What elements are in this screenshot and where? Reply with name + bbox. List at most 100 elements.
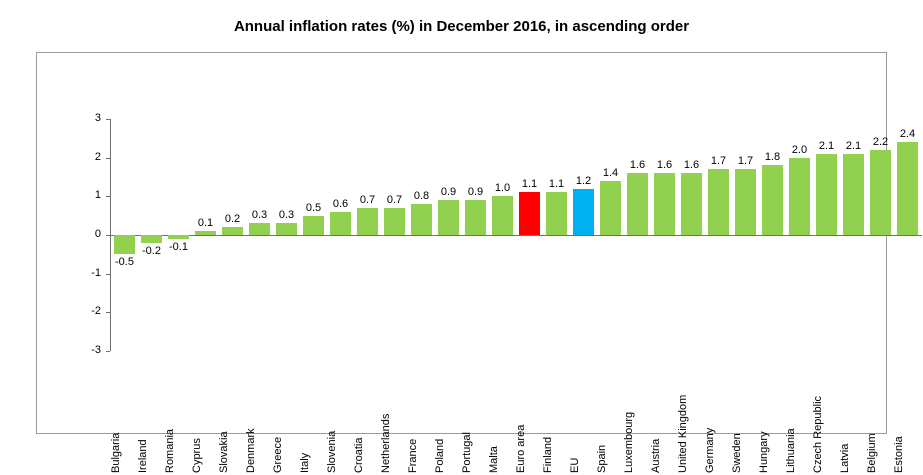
category-label: Greece — [272, 436, 284, 473]
category-label: Italy — [299, 452, 311, 473]
bar-slot: 0.2 — [219, 119, 246, 351]
bar-slot: -0.1 — [165, 119, 192, 351]
bar-value-label: 2.0 — [791, 143, 808, 156]
bar-value-label: 1.0 — [494, 182, 511, 195]
bar-slot: 1.6 — [678, 119, 705, 351]
y-axis-tick-label: 0 — [94, 228, 101, 240]
y-axis-tick-label: 2 — [94, 150, 101, 163]
bar — [492, 196, 513, 235]
bar — [546, 192, 567, 235]
bar — [276, 223, 297, 235]
y-axis-tick-mark — [106, 157, 110, 159]
bar-value-label: 2.4 — [899, 128, 916, 141]
bar — [195, 231, 216, 235]
category-label: Czech Republic — [812, 395, 824, 473]
bar-slot: 1.7 — [705, 119, 732, 351]
bar-slot: 0.8 — [408, 119, 435, 351]
bar — [762, 165, 783, 235]
bar-value-label: 1.1 — [548, 178, 565, 191]
category-label: Austria — [650, 438, 662, 473]
bar-value-label: 0.9 — [440, 186, 457, 199]
category-label: Sweden — [731, 433, 743, 473]
bar — [816, 153, 837, 235]
bar-slot: 2.0 — [786, 119, 813, 351]
bar-value-label: 0.7 — [386, 193, 403, 206]
bar — [411, 204, 432, 235]
bar — [249, 223, 270, 235]
bar-slot: 1.7 — [732, 119, 759, 351]
category-label: EU — [569, 457, 581, 473]
bar — [897, 142, 918, 235]
y-axis-tick-label: 1 — [94, 189, 101, 202]
bar — [168, 235, 189, 239]
chart-title: Annual inflation rates (%) in December 2… — [233, 18, 690, 35]
bar-value-label: 0.7 — [359, 193, 376, 206]
bar-value-label: 0.6 — [332, 197, 349, 210]
y-axis-tick-mark — [106, 312, 110, 314]
category-label: Romania — [164, 428, 176, 473]
category-label: Spain — [596, 444, 608, 473]
bar-slot: 0.7 — [381, 119, 408, 351]
bar — [141, 235, 162, 243]
bar — [789, 157, 810, 235]
bar-slot: 2.1 — [813, 119, 840, 351]
bar-value-label: -0.1 — [169, 240, 188, 253]
category-label: Netherlands — [380, 413, 392, 473]
bar-slot: 0.5 — [300, 119, 327, 351]
bar-slot: 1.4 — [597, 119, 624, 351]
bar — [573, 188, 594, 235]
bar-value-label: 1.4 — [602, 166, 619, 179]
category-label: France — [407, 438, 419, 473]
y-axis-tick-label: -1 — [91, 266, 101, 279]
bar-value-label: 0.3 — [278, 209, 295, 222]
bar — [330, 211, 351, 235]
category-label: Croatia — [353, 437, 365, 473]
category-label: Lithuania — [785, 428, 797, 473]
bar-slot: 0.7 — [354, 119, 381, 351]
bar-slot: 0.3 — [246, 119, 273, 351]
category-label: Poland — [434, 438, 446, 473]
bar-slot: -0.2 — [138, 119, 165, 351]
bar-slot: 1.6 — [624, 119, 651, 351]
bar-slot: 1.1 — [516, 119, 543, 351]
bar-slot: 0.9 — [462, 119, 489, 351]
category-label: Cyprus — [191, 438, 203, 473]
bar-slot: 2.4 — [894, 119, 921, 351]
category-label: Portugal — [461, 432, 473, 473]
bar — [465, 200, 486, 235]
bar — [870, 149, 891, 235]
bar-slot: 2.2 — [867, 119, 894, 351]
bar-slot: -0.5 — [111, 119, 138, 351]
bar-slot: 1.0 — [489, 119, 516, 351]
category-label: Latvia — [839, 443, 851, 473]
bar — [843, 153, 864, 235]
bar-slot: 0.3 — [273, 119, 300, 351]
bar-value-label: 2.1 — [818, 139, 835, 152]
zero-baseline — [110, 235, 922, 236]
bar — [114, 235, 135, 255]
bar — [357, 207, 378, 235]
y-axis-tick-label: 3 — [94, 112, 101, 124]
bar-value-label: 0.1 — [197, 217, 214, 230]
y-axis-tick-mark — [106, 235, 110, 236]
bar-slot: 0.9 — [435, 119, 462, 351]
bar — [708, 169, 729, 235]
bar-slot: 1.8 — [759, 119, 786, 351]
bar-slot: 1.6 — [651, 119, 678, 351]
bar-value-label: 1.8 — [764, 151, 781, 164]
category-label: United Kingdom — [677, 394, 689, 473]
bar-value-label: 1.6 — [656, 159, 673, 172]
bar-value-label: 1.7 — [710, 155, 727, 168]
bar — [600, 180, 621, 235]
bar-slot: 0.6 — [327, 119, 354, 351]
category-label: Ireland — [137, 439, 149, 473]
bar-value-label: 0.3 — [251, 209, 268, 222]
y-axis-tick-label: -3 — [91, 344, 101, 356]
bar-value-label: 1.6 — [629, 159, 646, 172]
category-label: Finland — [542, 436, 554, 473]
category-label: Bulgaria — [110, 432, 122, 473]
category-labels-layer: Bulgaria Ireland Romania Cyprus Slovakia Denm… — [110, 355, 921, 475]
category-label: Estonia — [893, 436, 905, 473]
bar-value-label: 0.9 — [467, 186, 484, 199]
bar — [303, 215, 324, 235]
